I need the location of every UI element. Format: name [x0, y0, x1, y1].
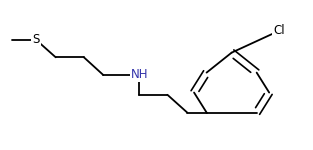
Text: S: S [32, 33, 40, 46]
Text: Cl: Cl [273, 24, 285, 37]
Text: NH: NH [131, 69, 148, 81]
